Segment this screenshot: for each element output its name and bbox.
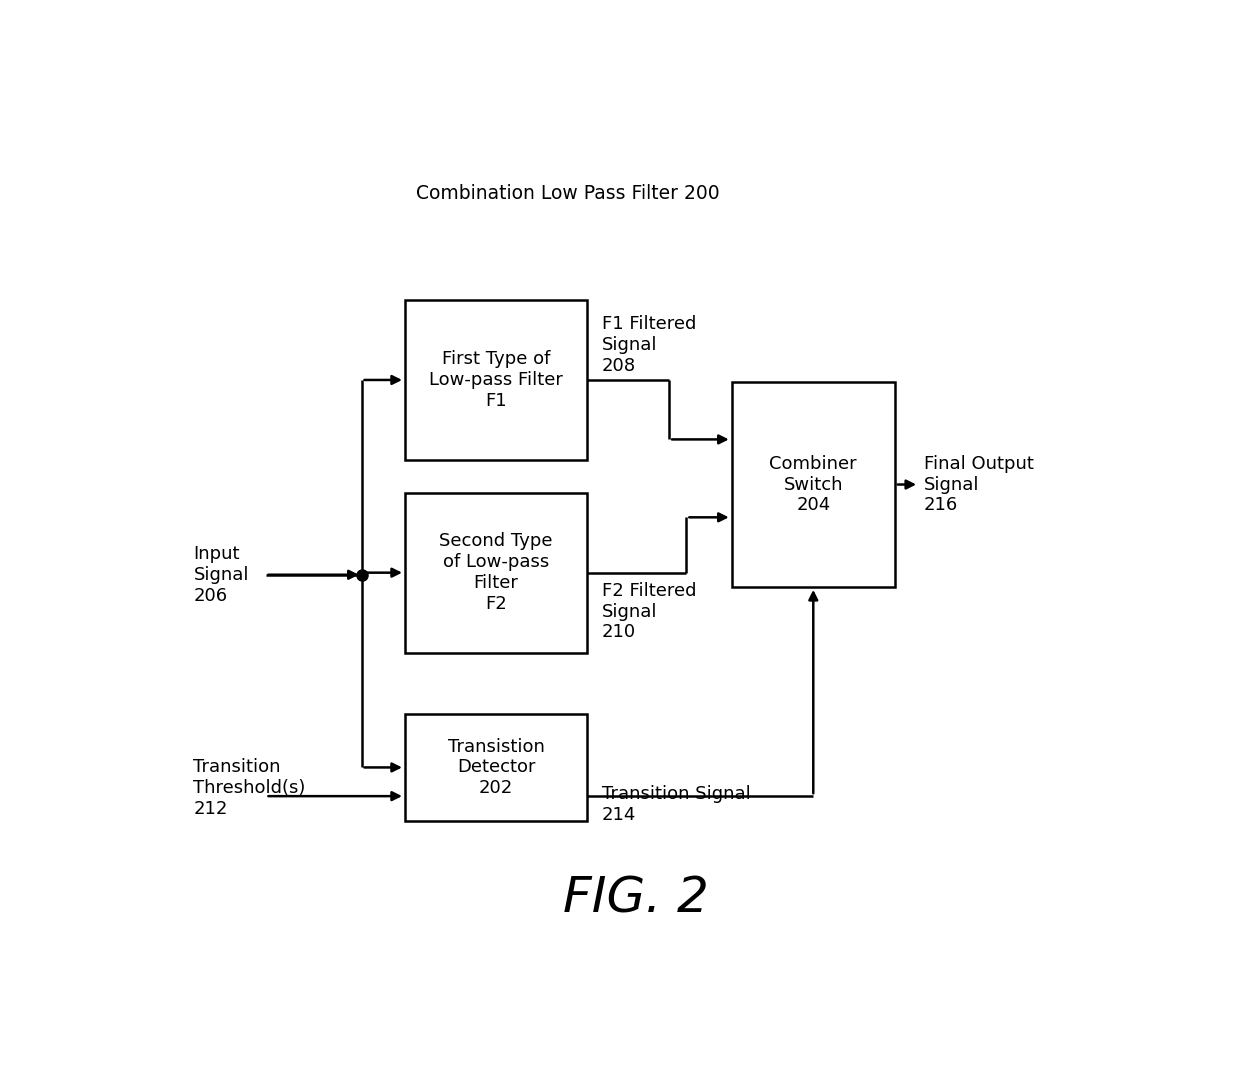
Text: First Type of
Low-pass Filter
F1: First Type of Low-pass Filter F1 [429, 350, 563, 410]
Text: Second Type
of Low-pass
Filter
F2: Second Type of Low-pass Filter F2 [439, 532, 553, 612]
Text: Input
Signal
206: Input Signal 206 [193, 545, 249, 605]
Text: FIG. 2: FIG. 2 [563, 874, 708, 922]
Text: F2 Filtered
Signal
210: F2 Filtered Signal 210 [601, 581, 697, 641]
Text: F1 Filtered
Signal
208: F1 Filtered Signal 208 [601, 315, 696, 375]
Text: Transition
Threshold(s)
212: Transition Threshold(s) 212 [193, 758, 306, 818]
Text: Final Output
Signal
216: Final Output Signal 216 [924, 455, 1034, 514]
Text: Combiner
Switch
204: Combiner Switch 204 [770, 455, 857, 514]
Bar [404, 715, 588, 821]
Text: Transistion
Detector
202: Transistion Detector 202 [448, 738, 544, 798]
Bar [404, 493, 588, 653]
Bar [732, 382, 895, 587]
Text: Combination Low Pass Filter 200: Combination Low Pass Filter 200 [417, 184, 720, 203]
Text: Transition Signal
214: Transition Signal 214 [601, 785, 750, 823]
Bar [404, 300, 588, 460]
